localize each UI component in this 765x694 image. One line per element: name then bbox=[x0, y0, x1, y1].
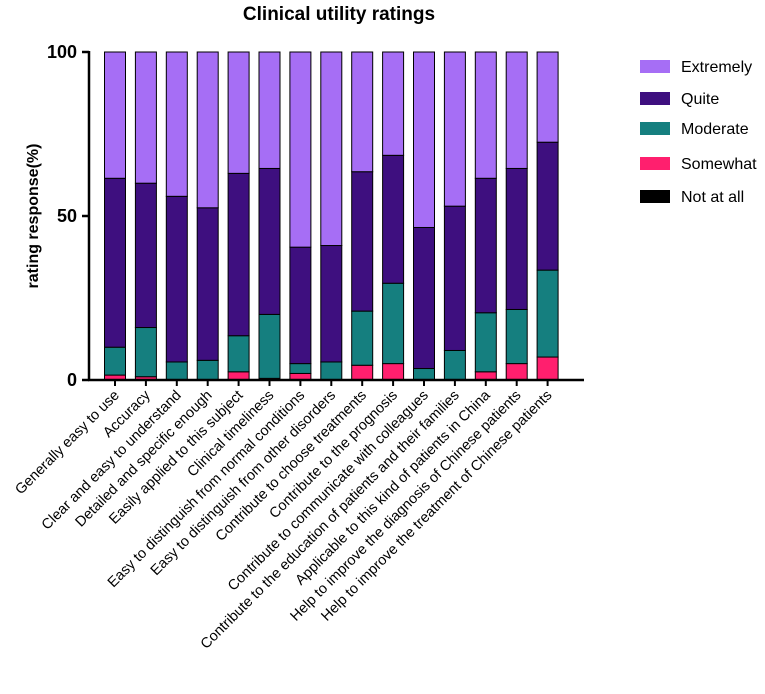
bar-segment-extremely bbox=[536, 51, 559, 143]
bar-segment-extremely bbox=[413, 51, 435, 228]
bar-segment-moderate bbox=[351, 310, 374, 366]
bar-segment-moderate bbox=[104, 346, 126, 376]
bar-segment-quite bbox=[320, 245, 343, 363]
bar-segment-moderate bbox=[474, 312, 497, 373]
bar-segment-quite bbox=[258, 167, 281, 315]
bar-segment-quite bbox=[227, 172, 250, 337]
bar-segment-quite bbox=[474, 177, 497, 314]
bar-segment-extremely bbox=[474, 51, 497, 179]
bar-segment-extremely bbox=[320, 51, 343, 247]
bar-segment-quite bbox=[165, 195, 188, 363]
bar-segment-quite bbox=[413, 226, 435, 370]
x-tick-label: Generally easy to use bbox=[12, 388, 122, 498]
y-tick-label: 100 bbox=[47, 42, 77, 62]
bar-segment-extremely bbox=[382, 51, 405, 156]
legend-label-moderate: Moderate bbox=[681, 121, 749, 138]
y-tick-label: 0 bbox=[67, 370, 77, 390]
bar-segment-extremely bbox=[134, 51, 157, 184]
bar-segment-moderate bbox=[196, 359, 219, 381]
bar-segment-extremely bbox=[258, 51, 281, 169]
bar-segment-quite bbox=[443, 205, 466, 351]
bar-segment-quite bbox=[536, 141, 559, 271]
bar-segment-somewhat bbox=[505, 363, 528, 381]
chart-title: Clinical utility ratings bbox=[243, 4, 435, 25]
bar-segment-quite bbox=[382, 154, 405, 284]
bar-segment-moderate bbox=[165, 361, 188, 381]
legend-label-quite: Quite bbox=[681, 91, 719, 108]
bar-segment-extremely bbox=[351, 51, 374, 173]
bar-segment-extremely bbox=[289, 51, 312, 248]
bar-segment-quite bbox=[351, 171, 374, 312]
bar-segment-somewhat bbox=[382, 363, 405, 381]
legend: Extremely Quite Moderate Somewhat Not at all bbox=[640, 59, 757, 206]
legend-swatch-moderate bbox=[640, 122, 670, 135]
bar-segment-moderate bbox=[320, 361, 343, 381]
bar-segment-extremely bbox=[196, 51, 219, 209]
bar-segment-moderate bbox=[258, 313, 281, 379]
bar-segment-quite bbox=[134, 182, 157, 329]
bar-segment-quite bbox=[104, 177, 126, 348]
bar-segment-extremely bbox=[227, 51, 250, 174]
bar-segment-moderate bbox=[289, 363, 312, 374]
bar-segment-extremely bbox=[443, 51, 466, 207]
bar-segment-moderate bbox=[443, 349, 466, 381]
legend-swatch-not-at-all bbox=[640, 190, 670, 203]
bars-group bbox=[104, 51, 559, 381]
legend-swatch-somewhat bbox=[640, 157, 670, 170]
y-tick-label: 50 bbox=[57, 206, 77, 226]
legend-swatch-extremely bbox=[640, 60, 670, 73]
y-axis-label: rating response(%) bbox=[25, 144, 42, 289]
bar-segment-somewhat bbox=[536, 356, 559, 381]
bar-segment-moderate bbox=[505, 308, 528, 365]
bar-segment-somewhat bbox=[351, 364, 374, 381]
bar-segment-moderate bbox=[134, 327, 157, 378]
bar-segment-moderate bbox=[227, 335, 250, 373]
bar-segment-moderate bbox=[413, 368, 435, 381]
bar-segment-extremely bbox=[165, 51, 188, 197]
y-ticks-group: 0 50 100 bbox=[47, 42, 89, 390]
bar-segment-quite bbox=[505, 167, 528, 310]
bar-segment-quite bbox=[289, 246, 312, 365]
bar-segment-extremely bbox=[104, 51, 126, 179]
legend-swatch-quite bbox=[640, 92, 670, 105]
bar-segment-moderate bbox=[382, 282, 405, 365]
bar-segment-extremely bbox=[505, 51, 528, 169]
legend-label-somewhat: Somewhat bbox=[681, 156, 757, 173]
bar-segment-quite bbox=[196, 207, 219, 361]
legend-label-extremely: Extremely bbox=[681, 59, 752, 76]
legend-label-not-at-all: Not at all bbox=[681, 189, 744, 206]
bar-segment-moderate bbox=[536, 269, 559, 358]
